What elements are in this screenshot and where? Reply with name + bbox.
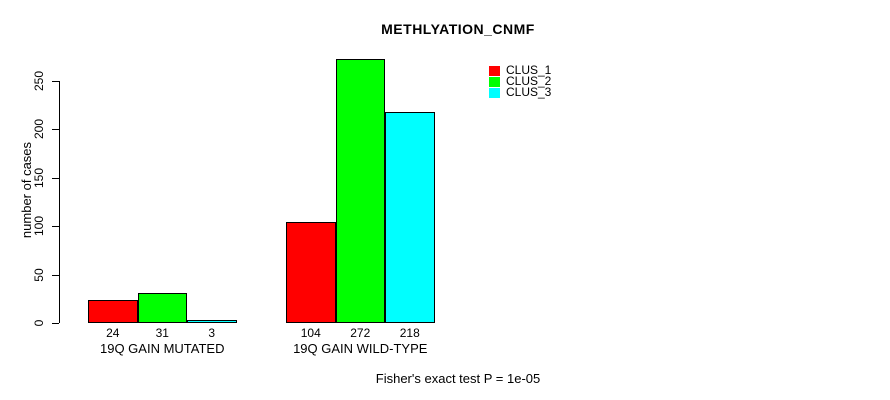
bar-clus_2-group2 <box>335 59 385 323</box>
y-axis-tick-label: 200 <box>32 118 46 140</box>
bar-value-label: 24 <box>106 326 120 340</box>
legend: CLUS_1 CLUS_2 CLUS_3 <box>489 63 552 99</box>
y-axis-tick <box>51 226 59 227</box>
y-axis-line <box>58 80 60 323</box>
bar-value-label: 104 <box>300 326 321 340</box>
y-axis-tick <box>51 129 59 130</box>
y-axis-tick <box>51 80 59 82</box>
bar-clus_3-group2 <box>385 111 435 323</box>
bar-clus_3-group1 <box>187 320 237 323</box>
bar-clus_1-group2 <box>286 222 336 323</box>
legend-label: CLUS_2 <box>506 74 552 88</box>
bar-clus_2-group1 <box>137 292 187 323</box>
y-axis-tick-label: 250 <box>32 70 46 91</box>
y-axis-tick-label: 150 <box>32 167 46 188</box>
bar-value-label: 31 <box>155 326 169 340</box>
y-axis-tick-label: 100 <box>32 215 46 237</box>
y-axis-tick <box>51 177 59 179</box>
legend-swatch-icon <box>489 65 500 76</box>
y-axis-tick-label: 0 <box>32 319 46 327</box>
bar-value-label: 3 <box>208 326 216 340</box>
legend-label: CLUS_3 <box>506 85 552 99</box>
y-axis-tick-label: 50 <box>32 267 46 282</box>
legend-item-clus_2: CLUS_2 <box>489 74 552 88</box>
x-category-label: 19Q GAIN WILD-TYPE <box>293 341 428 356</box>
legend-swatch-icon <box>489 76 500 87</box>
legend-swatch-icon <box>489 87 500 98</box>
legend-item-clus_1: CLUS_1 <box>489 63 552 77</box>
legend-label: CLUS_1 <box>506 63 552 77</box>
y-axis-tick <box>51 323 59 324</box>
legend-item-clus_3: CLUS_3 <box>489 85 552 99</box>
bar-value-label: 272 <box>350 326 371 340</box>
y-axis-tick <box>51 274 59 276</box>
bar-clus_1-group1 <box>88 299 138 323</box>
chart-title: METHLYATION_CNMF <box>381 21 535 37</box>
stat-test-annotation: Fisher's exact test P = 1e-05 <box>375 371 541 386</box>
bar-value-label: 218 <box>399 326 420 340</box>
x-category-label: 19Q GAIN MUTATED <box>100 341 225 356</box>
